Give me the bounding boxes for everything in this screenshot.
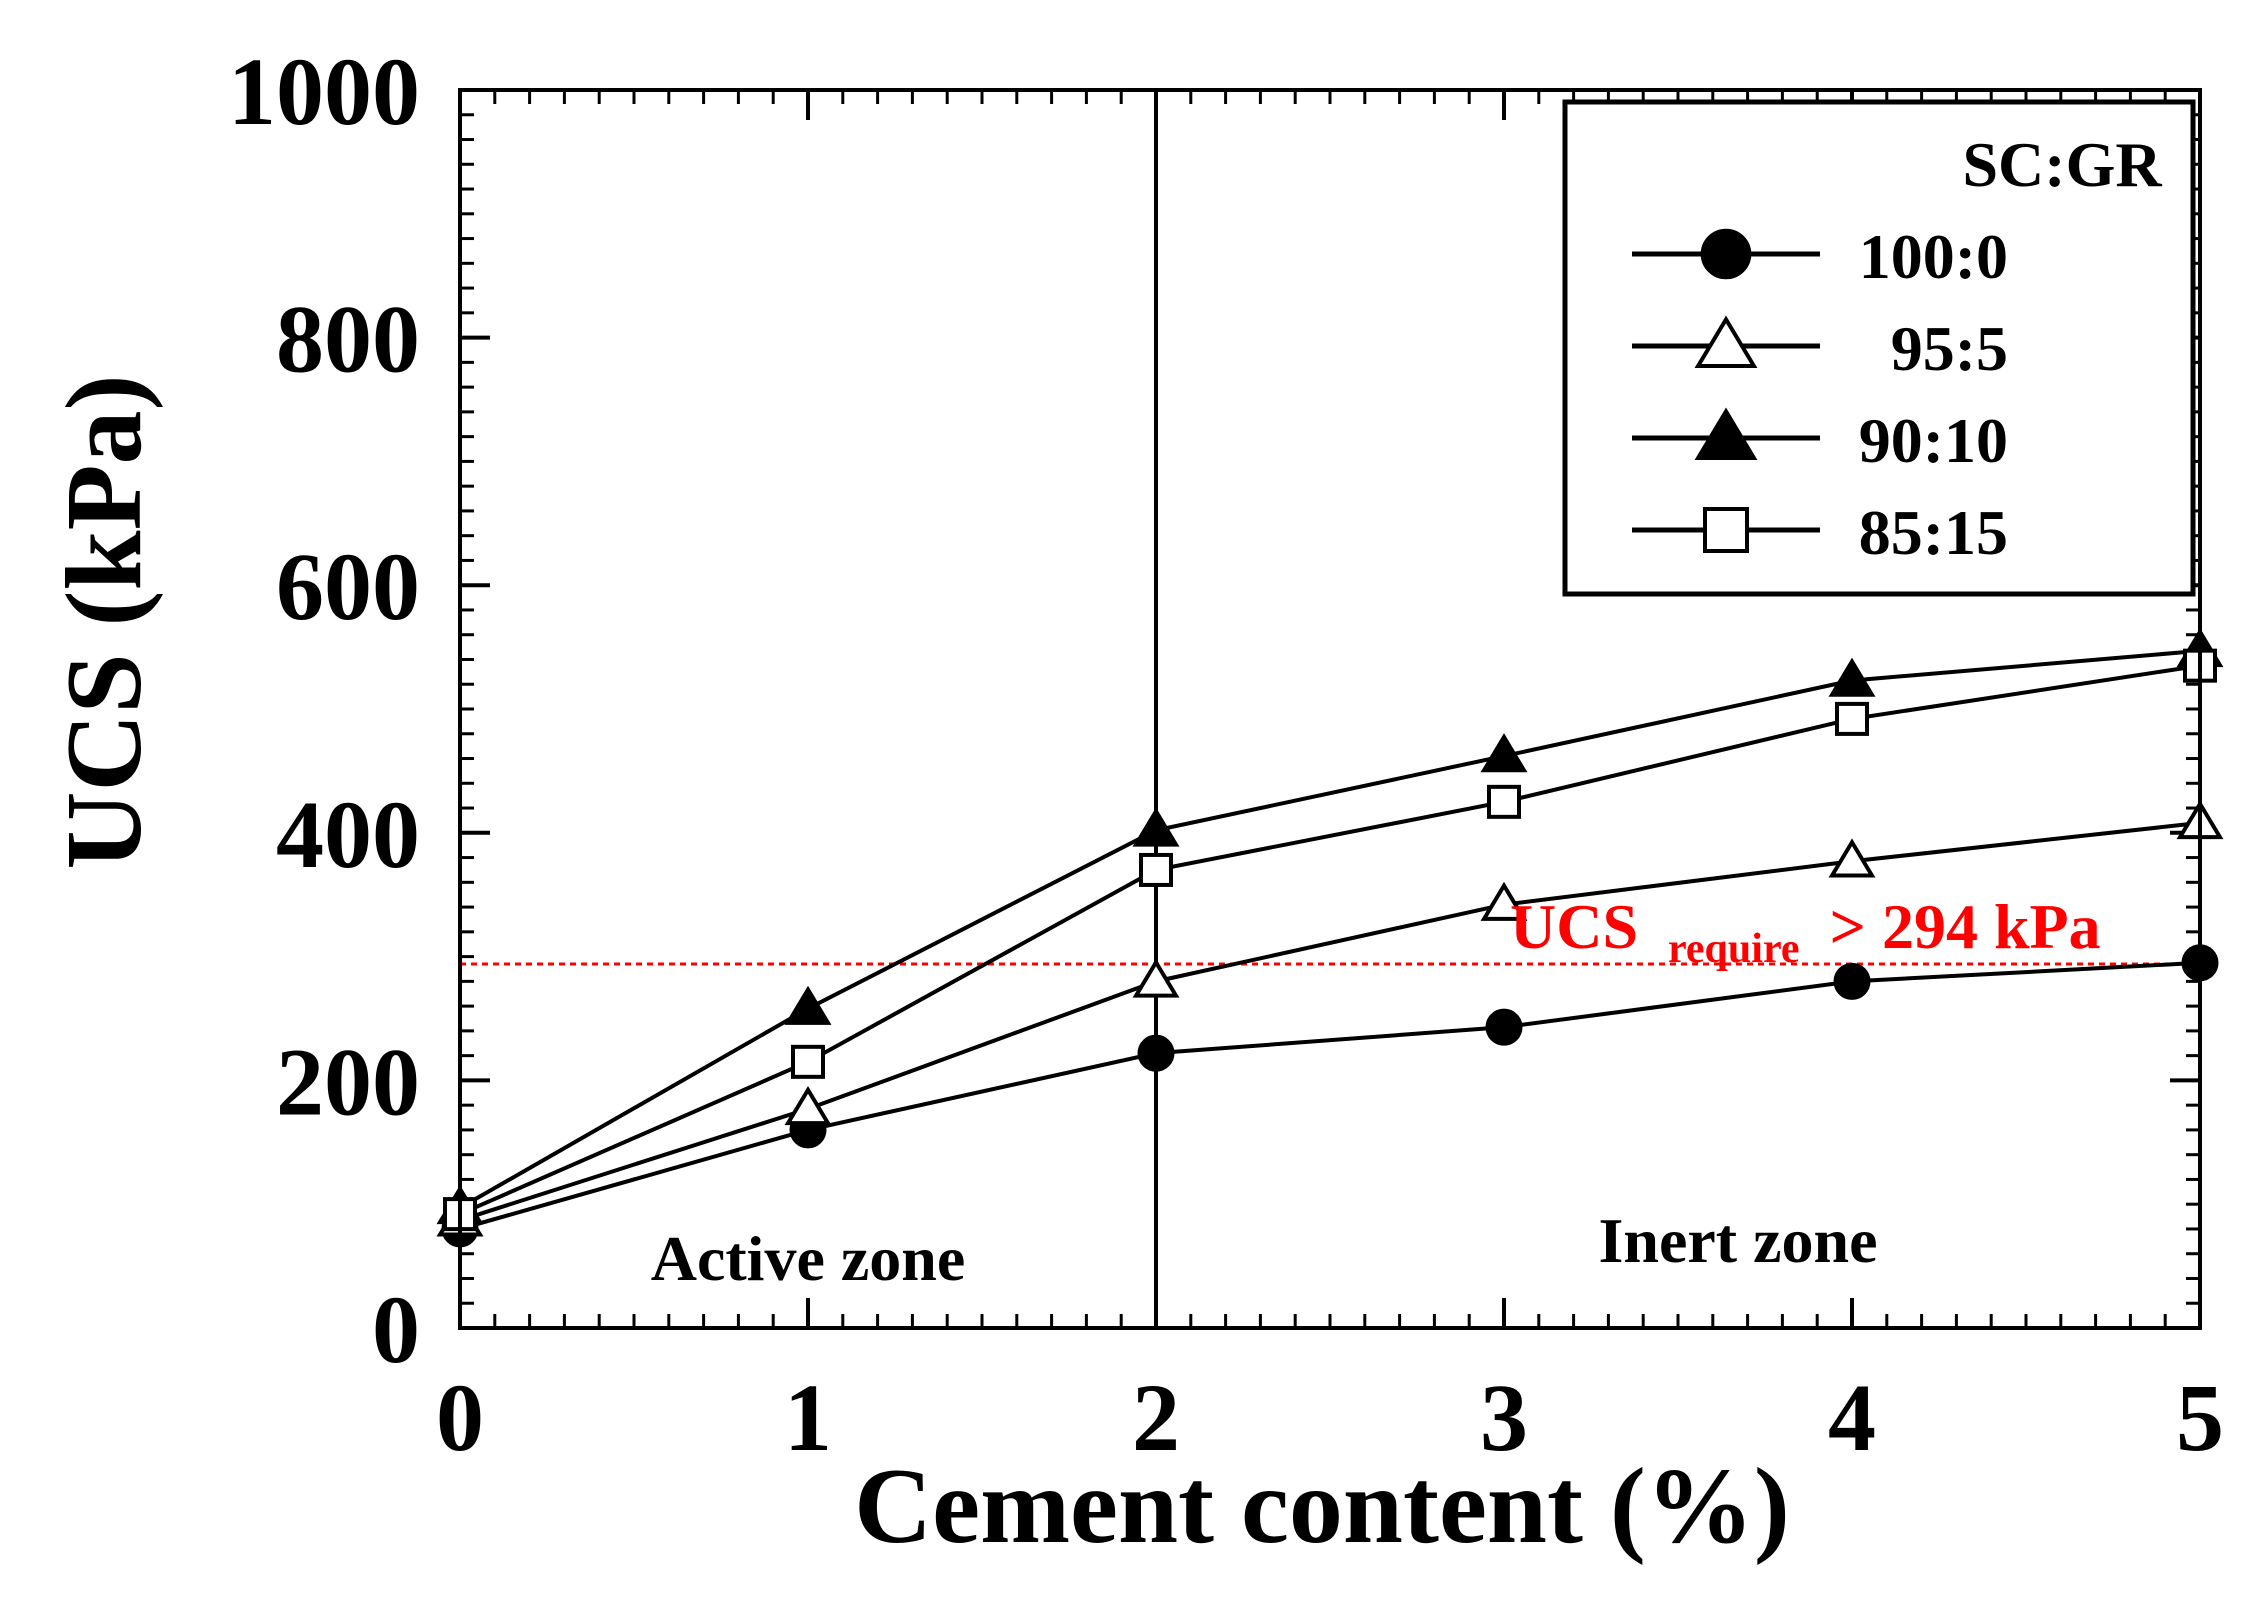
legend-label: 90:10 (1859, 405, 2008, 476)
data-point-series-3 (1828, 657, 1876, 697)
x-tick-label: 5 (2176, 1364, 2224, 1471)
data-point-series-4 (791, 1044, 825, 1079)
data-point-series-2 (1828, 838, 1876, 878)
legend-marker (1700, 228, 1752, 280)
y-axis-label: UCS (kPa) (45, 374, 164, 869)
x-tick-labels: 0 1 2 3 4 5 (436, 1364, 2224, 1471)
series-lines (459, 648, 2201, 1231)
reference-line-label: UCS require > 294 kPa (1510, 891, 2101, 976)
x-tick-label: 0 (436, 1364, 484, 1471)
legend-title: SC:GR (1962, 129, 2162, 200)
series-line-1 (459, 960, 2201, 1231)
reference-label-sub: require (1668, 926, 1799, 972)
y-tick-label: 0 (372, 1276, 420, 1383)
data-point-series-4 (1139, 852, 1173, 887)
legend-entries: 100:0 95:5 90:10 85:15 (1632, 221, 2008, 568)
data-point-series-1 (1137, 1034, 1175, 1072)
series-line-4 (459, 663, 2201, 1216)
y-tick-label: 1000 (228, 38, 420, 145)
inert-zone-label: Inert zone (1598, 1205, 1877, 1276)
x-tick-label: 1 (784, 1364, 832, 1471)
data-point-series-3 (784, 985, 832, 1025)
series-line-2 (459, 820, 2201, 1223)
x-tick-label: 4 (1828, 1364, 1876, 1471)
legend-marker (1694, 315, 1758, 368)
data-point-series-3 (1132, 807, 1180, 847)
x-tick-label: 2 (1132, 1364, 1180, 1471)
legend-label: 95:5 (1891, 313, 2008, 384)
legend-marker (1703, 507, 1749, 553)
y-tick-label: 800 (276, 286, 420, 393)
data-point-series-4 (1487, 784, 1521, 819)
legend: SC:GR 100:0 95:5 90:10 85:15 (1562, 99, 2196, 597)
legend-label: 100:0 (1859, 221, 2008, 292)
plot-frame (458, 88, 2202, 1330)
data-point-series-2 (784, 1085, 832, 1126)
y-tick-label: 600 (276, 533, 420, 640)
y-tick-label: 200 (276, 1028, 420, 1135)
y-tick-label: 400 (276, 781, 420, 888)
legend-marker (1694, 407, 1758, 460)
x-axis-label: Cement content (%) (854, 1447, 1790, 1566)
legend-label: 85:15 (1859, 497, 2008, 568)
reference-label-main: UCS (1510, 891, 1638, 962)
data-point-series-1 (1485, 1008, 1523, 1046)
active-zone-label: Active zone (651, 1223, 966, 1294)
reference-label-rest: > 294 kPa (1829, 891, 2100, 962)
x-tick-label: 3 (1480, 1364, 1528, 1471)
y-tick-labels: 0 200 400 600 800 1000 (228, 38, 420, 1383)
data-point-series-3 (1480, 733, 1528, 773)
data-point-series-2 (1132, 958, 1180, 998)
series-line-3 (459, 648, 2201, 1210)
data-point-series-2 (1480, 881, 1528, 921)
data-point-series-1 (1833, 962, 1871, 1000)
data-point-series-4 (1835, 701, 1869, 736)
